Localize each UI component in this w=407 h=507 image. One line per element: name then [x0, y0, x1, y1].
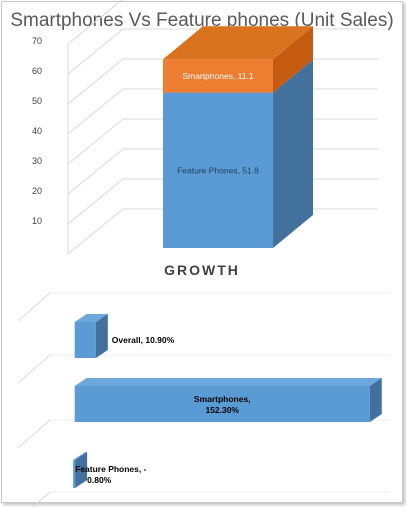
y-tick-label: 30	[32, 156, 42, 166]
growth-data-label-line: Smartphones,	[194, 394, 251, 404]
growth-bar-side	[75, 452, 88, 488]
gridline-diagonal	[67, 118, 124, 165]
y-tick-label: 60	[32, 66, 42, 76]
growth-bar-side	[369, 378, 382, 422]
y-tick-label: 40	[32, 126, 42, 136]
chart-title: Smartphones Vs Feature phones (Unit Sale…	[10, 10, 394, 31]
gridline-diagonal	[67, 208, 124, 255]
bar-top	[163, 26, 313, 60]
bar-front-1	[163, 59, 273, 93]
gridline-diagonal	[17, 354, 51, 384]
growth-data-label-line: 152.30%	[205, 405, 239, 415]
growth-bar-top	[73, 452, 88, 460]
gridline-diagonal	[17, 292, 51, 322]
growth-bar-front	[74, 386, 370, 422]
gridline-diagonal	[67, 28, 124, 75]
gridline-diagonal	[67, 88, 124, 135]
growth-bar-front	[73, 460, 76, 488]
bar-side-0	[273, 59, 313, 248]
gridline-diagonal	[17, 419, 51, 449]
growth-bar-top	[74, 314, 108, 322]
growth-bar-front	[74, 322, 96, 358]
growth-data-label: Overall, 10.90%	[112, 335, 175, 345]
growth-data-label-line: Feature Phones, -	[75, 464, 146, 474]
bar-side-1	[273, 26, 313, 93]
data-label: Feature Phones, 51.8	[177, 165, 259, 175]
gridline-diagonal	[67, 148, 124, 195]
growth-bar-side	[95, 314, 108, 358]
y-tick-label: 10	[32, 216, 42, 226]
data-label: Smartphones, 11.1	[182, 71, 253, 81]
growth-chart-title: GROWTH	[164, 262, 240, 278]
y-tick-label: 50	[32, 96, 42, 106]
growth-data-label-line: 0.80%	[87, 475, 112, 485]
gridline-diagonal	[67, 0, 123, 45]
gridline-diagonal	[67, 58, 124, 105]
growth-data-label: Feature Phones, -0.80%	[75, 464, 146, 485]
growth-data-label-line: Overall, 10.90%	[112, 335, 175, 345]
y-tick-label: 20	[32, 186, 42, 196]
gridline-diagonal	[67, 178, 124, 225]
y-tick-label: 70	[32, 36, 42, 46]
gridline-diagonal	[32, 491, 51, 507]
growth-data-label: Smartphones, 152.30%	[194, 394, 251, 415]
growth-bar-top	[74, 378, 382, 386]
bar-front-0	[163, 92, 273, 248]
